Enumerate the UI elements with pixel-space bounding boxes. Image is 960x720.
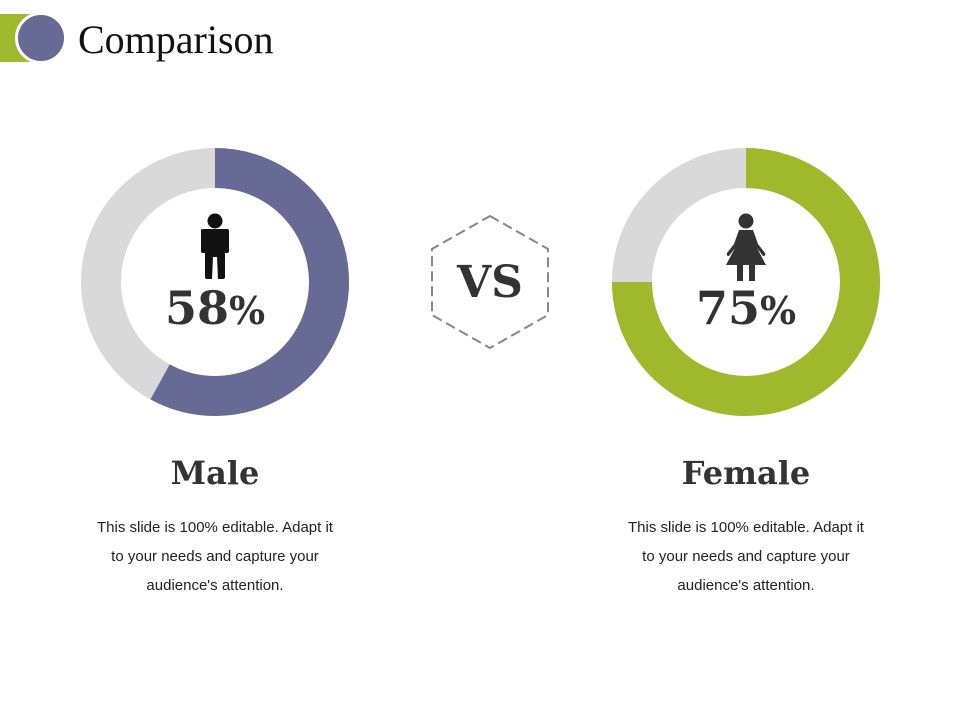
female-description: This slide is 100% editable. Adapt it to…: [628, 519, 864, 594]
page-title: Comparison: [78, 17, 274, 62]
male-donut-chart: 58%: [78, 145, 352, 419]
female-percent: 75%: [695, 281, 797, 335]
male-donut-segment: [150, 148, 349, 416]
male-icon: [201, 213, 229, 279]
male-percent: 58%: [164, 281, 266, 335]
vs-hexagon: [431, 214, 549, 350]
vs-text: VS: [457, 256, 523, 308]
female-donut-segment: [612, 148, 880, 416]
vs-badge: VS: [425, 212, 555, 352]
header-circle-icon: [15, 12, 67, 64]
female-label: Female: [681, 454, 811, 492]
male-description: This slide is 100% editable. Adapt it to…: [97, 519, 333, 594]
male-label: Male: [170, 454, 260, 492]
female-icon: [726, 213, 766, 281]
female-donut-chart: 75%: [609, 145, 883, 419]
